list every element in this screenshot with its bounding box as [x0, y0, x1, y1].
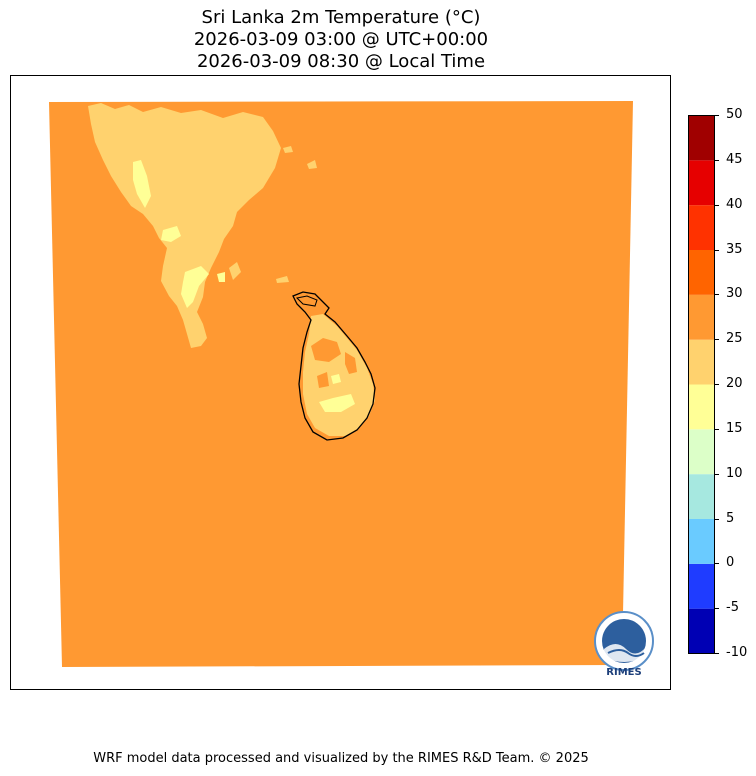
colorbar-bin: [688, 519, 715, 564]
sri-lanka-orange-patch-3: [317, 372, 329, 388]
india-island-3: [283, 146, 293, 153]
colorbar-tick-label: 10: [726, 465, 743, 481]
india-cool-patch-2: [161, 226, 181, 242]
colorbar-tick: [715, 294, 719, 296]
colorbar-tick: [715, 653, 719, 654]
local-time-label: 2026-03-09 08:30 @ Local Time: [196, 51, 486, 72]
india-island-1: [276, 276, 289, 283]
colorbar-tick-label: 35: [726, 241, 743, 257]
map-title: Sri Lanka 2m Temperature (°C): [201, 7, 481, 28]
colorbar-bin: [688, 294, 715, 340]
colorbar-tick: [715, 249, 719, 251]
map-frame: [10, 75, 671, 690]
sri-lanka-orange-patch-1: [311, 338, 341, 362]
rimes-logo: RIMES: [594, 609, 658, 679]
colorbar-bin: [688, 205, 715, 250]
colorbar-tick-label: 40: [726, 196, 743, 212]
sri-lanka-coastline: [292, 291, 376, 441]
india-cool-patch-4: [217, 272, 225, 282]
colorbar-bin: [688, 250, 715, 295]
colorbar-tick: [715, 159, 719, 161]
sri-lanka-cool-patch-2: [331, 374, 341, 384]
colorbar-border: [688, 115, 715, 654]
colorbar-tick-label: 0: [726, 555, 735, 571]
colorbar-tick-label: 30: [726, 286, 743, 302]
colorbar-tick: [715, 428, 719, 430]
india-east-blob: [229, 262, 241, 280]
colorbar-bin: [688, 115, 715, 161]
india-cool-patch-1: [133, 160, 151, 208]
colorbar-tick-label: 5: [726, 510, 735, 526]
sri-lanka-cool-patch-1: [319, 394, 355, 412]
colorbar-tick: [715, 518, 719, 520]
sri-lanka-orange-patch-2: [345, 352, 357, 374]
india-cool-patch-3: [181, 266, 209, 308]
colorbar-bin: [688, 339, 715, 385]
colorbar-tick: [715, 339, 719, 341]
colorbar-tick-label: -5: [726, 600, 739, 616]
colorbar-tick: [715, 115, 719, 116]
colorbar-tick-label: 25: [726, 331, 743, 347]
colorbar-tick: [715, 563, 719, 565]
colorbar-tick: [715, 384, 719, 385]
colorbar-bin: [688, 384, 715, 430]
temperature-map[interactable]: [11, 76, 670, 689]
india-island-2: [307, 160, 317, 169]
colorbar-tick-label: 15: [726, 420, 743, 436]
colorbar-bin: [688, 563, 715, 609]
colorbar-tick-label: 50: [726, 107, 743, 122]
colorbar-bin: [688, 608, 715, 654]
jaffna-outline: [295, 295, 318, 307]
temperature-colorbar: [688, 115, 715, 654]
colorbar-bin: [688, 474, 715, 519]
utc-time-label: 2026-03-09 03:00 @ UTC+00:00: [193, 29, 489, 50]
footer-credit: WRF model data processed and visualized …: [93, 751, 589, 766]
colorbar-tick-label: 20: [726, 376, 743, 391]
colorbar-tick: [715, 473, 719, 475]
colorbar-bin: [688, 160, 715, 206]
colorbar-tick-label: 45: [726, 151, 743, 167]
colorbar-tick: [715, 204, 719, 206]
colorbar-tick: [715, 608, 719, 610]
colorbar-bin: [688, 429, 715, 475]
colorbar-tick-label: -10: [726, 645, 748, 660]
svg-text:RIMES: RIMES: [606, 667, 641, 678]
